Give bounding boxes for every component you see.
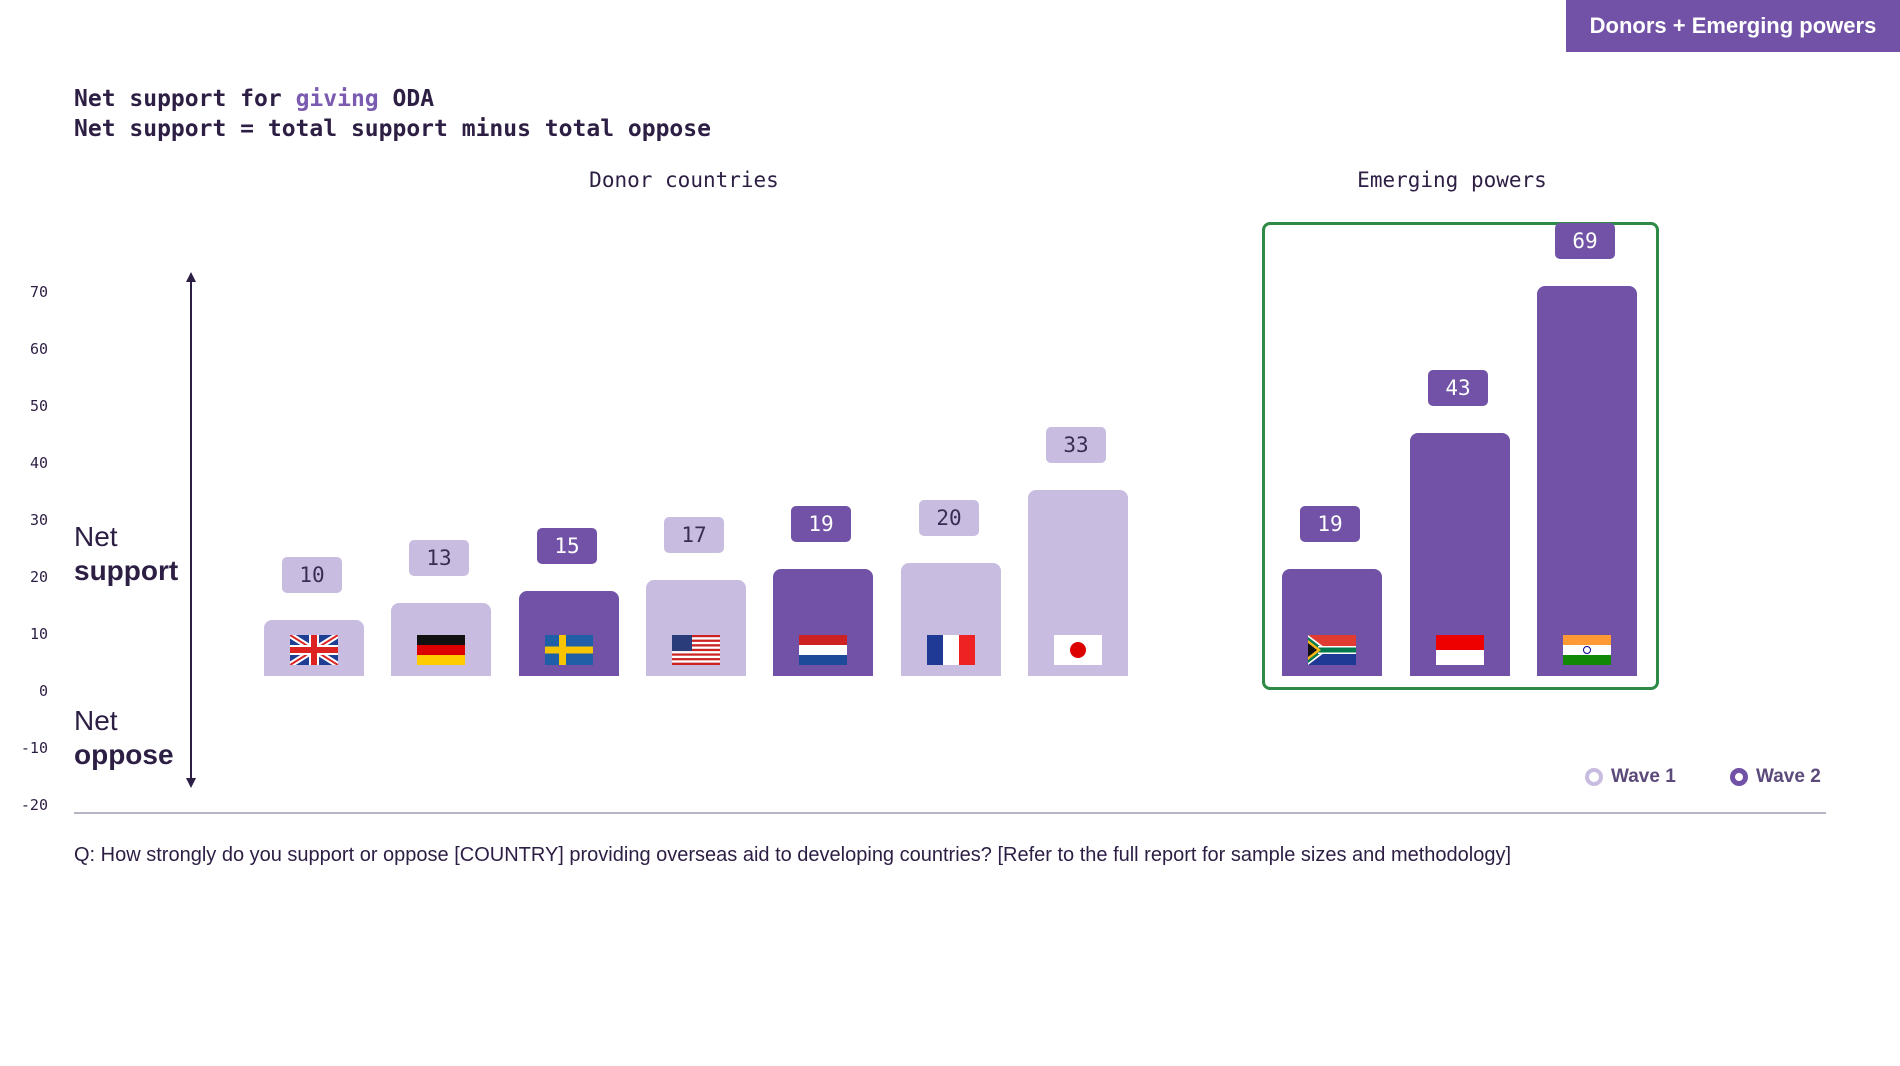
bar-india <box>1537 286 1637 676</box>
net-word: Net <box>74 521 118 552</box>
y-tick-label: 30 <box>29 511 48 529</box>
data-label: 10 <box>282 556 342 593</box>
chart-subtitle: Net support = total support minus total … <box>74 116 711 142</box>
south-africa-flag-icon <box>1308 635 1356 665</box>
france-flag-icon <box>927 635 975 665</box>
y-tick-label: 40 <box>29 454 48 472</box>
y-tick-label: 0 <box>38 682 48 700</box>
net-oppose-label: Net oppose <box>74 704 174 772</box>
title-text-end: ODA <box>378 86 435 112</box>
sweden-flag-icon <box>545 635 593 665</box>
data-label: 43 <box>1428 370 1488 407</box>
group-label-emerging: Emerging powers <box>1357 168 1547 192</box>
title-text: Net support for <box>74 86 296 112</box>
legend-label: Wave 1 <box>1611 766 1676 787</box>
y-tick-label: 60 <box>29 340 48 358</box>
y-tick-label: 50 <box>29 397 48 415</box>
data-label: 19 <box>1300 505 1360 542</box>
oppose-word: oppose <box>74 739 174 770</box>
net-support-label: Net support <box>74 520 178 588</box>
survey-question: Q: How strongly do you support or oppose… <box>74 844 1512 866</box>
data-label: 13 <box>409 539 469 576</box>
title-highlight: giving <box>295 86 379 112</box>
emerging-powers-box <box>1262 222 1659 690</box>
netherlands-flag-icon <box>799 635 847 665</box>
wave-1-marker <box>1585 768 1603 786</box>
support-word: support <box>74 555 179 586</box>
data-label: 19 <box>791 505 851 542</box>
data-label: 33 <box>1046 426 1106 463</box>
legend-label: Wave 2 <box>1756 766 1821 787</box>
uk-flag-icon <box>288 632 340 668</box>
legend-wave-2: Wave 2 <box>1730 766 1821 788</box>
support-oppose-arrow <box>186 272 196 788</box>
data-label: 17 <box>664 516 724 553</box>
divider <box>74 812 1826 814</box>
group-label-donors: Donor countries <box>589 168 779 192</box>
data-label: 20 <box>919 500 979 536</box>
y-tick-label: 20 <box>29 568 48 586</box>
y-tick-label: -20 <box>20 796 48 814</box>
section-badge: Donors + Emerging powers <box>1566 0 1900 52</box>
data-label: 15 <box>537 528 597 565</box>
net-word: Net <box>74 705 118 736</box>
germany-flag-icon <box>417 635 465 665</box>
y-tick-label: 10 <box>29 625 48 643</box>
y-tick-label: 70 <box>29 283 48 301</box>
wave-2-marker <box>1730 768 1748 786</box>
legend-wave-1: Wave 1 <box>1585 766 1676 788</box>
japan-flag-icon <box>1054 635 1102 665</box>
y-tick-label: -10 <box>20 739 48 757</box>
india-flag-icon <box>1563 635 1611 665</box>
data-label: 69 <box>1555 223 1615 260</box>
chart-title: Net support for giving ODA <box>74 86 434 112</box>
usa-flag-icon <box>672 635 720 665</box>
indonesia-flag-icon <box>1436 635 1484 665</box>
